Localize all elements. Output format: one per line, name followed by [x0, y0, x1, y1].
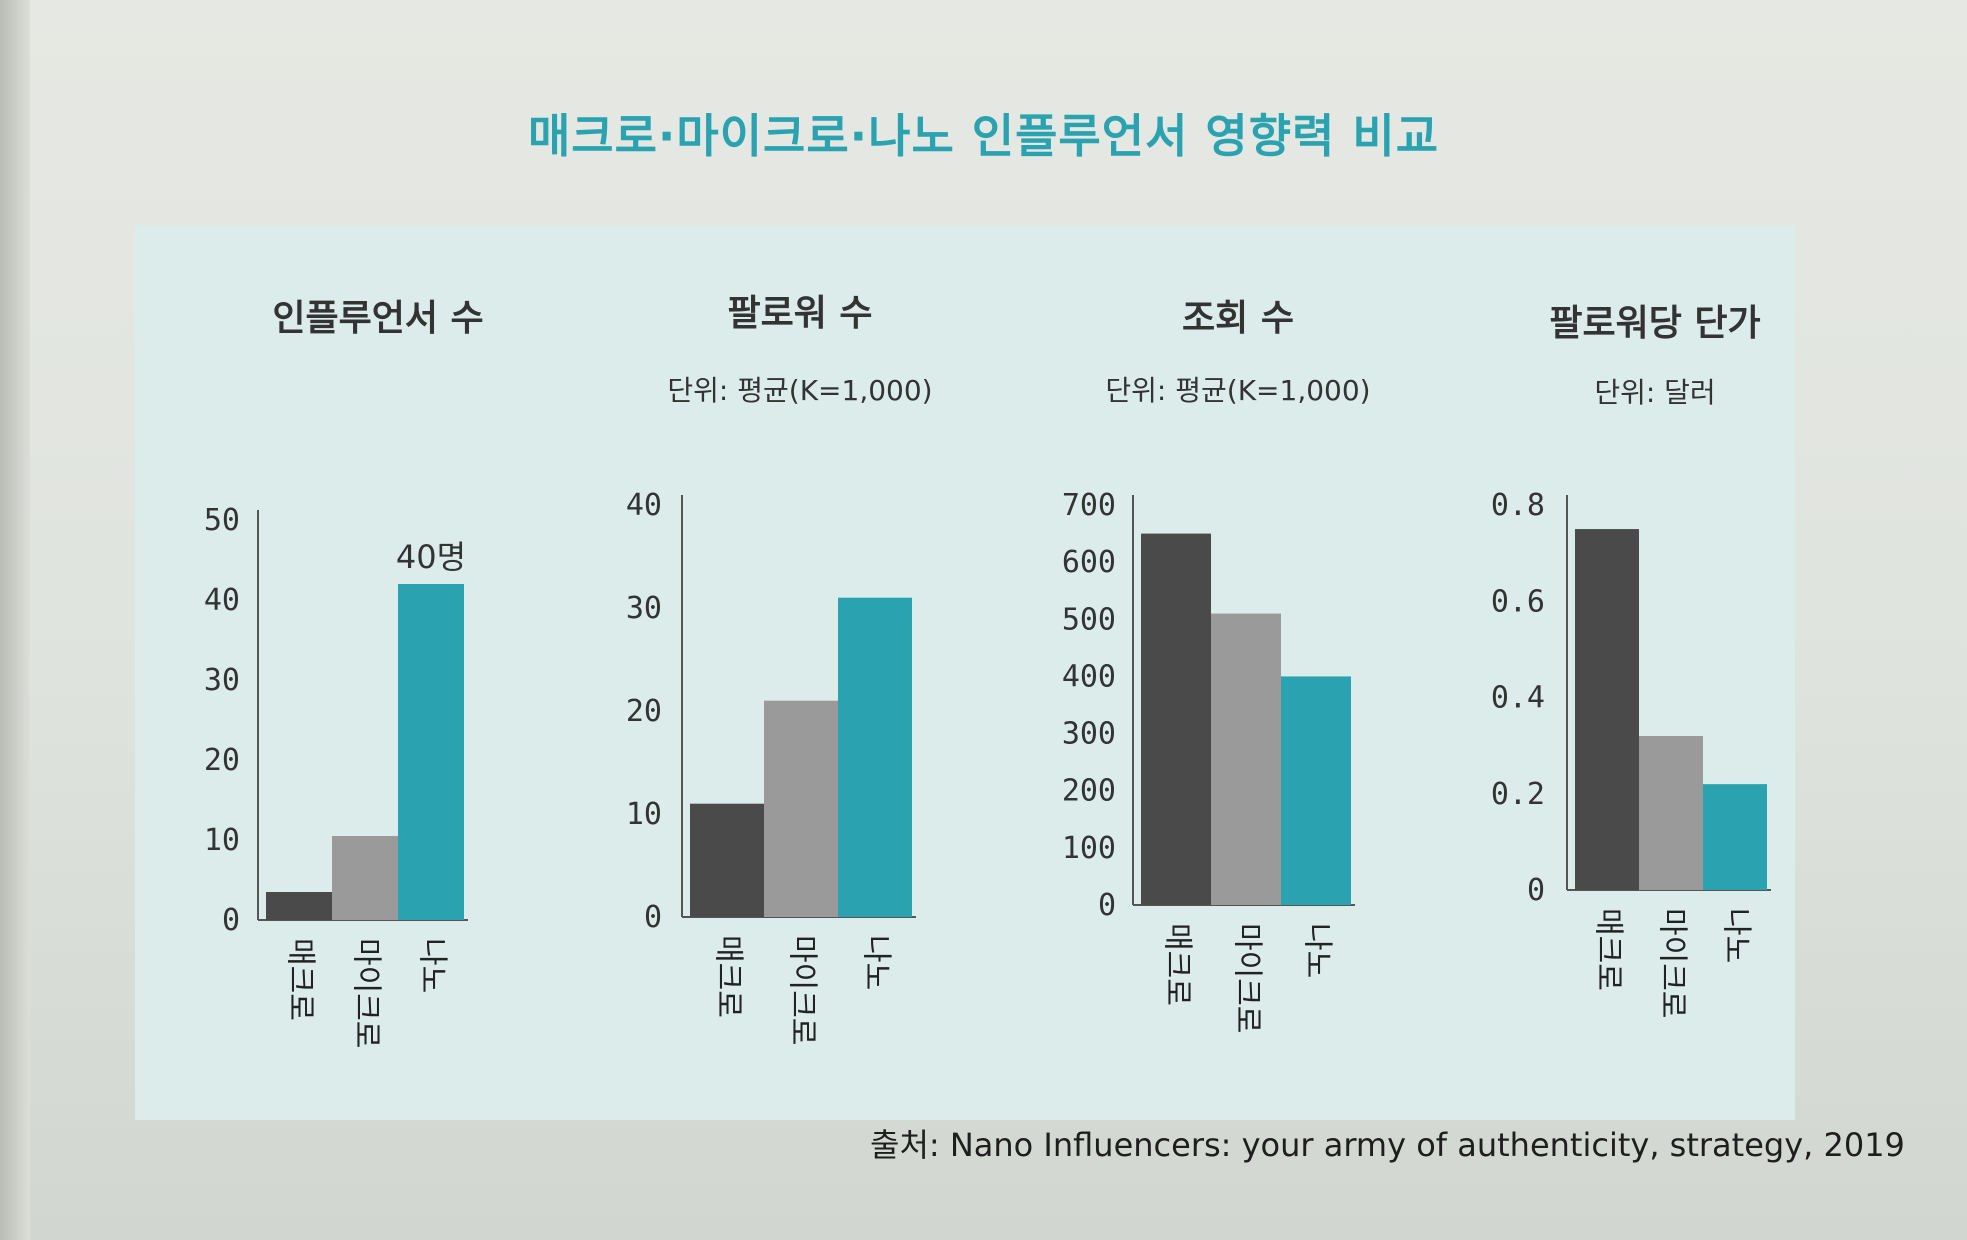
x-category-label: 매크로 — [711, 935, 746, 1018]
y-tick-label: 0.2 — [1491, 777, 1545, 812]
y-tick-label: 0.6 — [1491, 584, 1545, 619]
bar-nano — [1703, 784, 1767, 890]
y-tick-label: 0 — [1527, 873, 1545, 908]
y-tick-label: 10 — [204, 823, 240, 858]
source-caption: 출처: Nano Influencers: your army of authe… — [870, 1126, 1905, 1164]
y-tick-label: 10 — [626, 797, 662, 832]
chart-title: 팔로워당 단가 — [1549, 303, 1760, 344]
bar-nano — [838, 597, 912, 917]
y-tick-label: 200 — [1062, 774, 1116, 809]
x-category-label: 나노 — [859, 935, 894, 990]
y-tick-label: 0 — [644, 900, 662, 935]
y-tick-label: 30 — [204, 663, 240, 698]
chart-unit-label: 단위: 평균(K=1,000) — [667, 374, 932, 407]
y-tick-label: 40 — [204, 583, 240, 618]
bar-macro — [266, 892, 332, 920]
bar-macro — [690, 803, 764, 917]
y-tick-label: 40 — [626, 488, 662, 523]
chart-title: 인플루언서 수 — [272, 298, 483, 339]
y-tick-label: 300 — [1062, 717, 1116, 752]
x-category-label: 마이크로 — [1230, 923, 1265, 1033]
bar-macro — [1141, 533, 1211, 905]
bar-nano — [1281, 676, 1351, 905]
bar-micro — [1639, 736, 1703, 890]
x-category-label: 마이크로 — [349, 938, 384, 1048]
y-tick-label: 0 — [1098, 888, 1116, 923]
y-tick-label: 0.4 — [1491, 681, 1545, 716]
chart-title: 팔로워 수 — [727, 293, 872, 334]
x-category-label: 마이크로 — [1655, 908, 1690, 1018]
bar-nano — [398, 584, 464, 920]
y-tick-label: 600 — [1062, 545, 1116, 580]
x-category-label: 마이크로 — [785, 935, 820, 1045]
y-tick-label: 500 — [1062, 602, 1116, 637]
data-label: 40명 — [396, 538, 466, 576]
x-category-label: 나노 — [1300, 923, 1335, 978]
y-tick-label: 0 — [222, 903, 240, 938]
y-tick-label: 50 — [204, 503, 240, 538]
bar-micro — [332, 836, 398, 920]
y-tick-label: 400 — [1062, 659, 1116, 694]
chart-title: 조회 수 — [1182, 298, 1294, 339]
bar-micro — [764, 700, 838, 917]
y-tick-label: 700 — [1062, 488, 1116, 523]
bar-macro — [1575, 529, 1639, 890]
x-category-label: 나노 — [1719, 908, 1754, 963]
x-category-label: 매크로 — [283, 938, 318, 1021]
chart-unit-label: 단위: 달러 — [1594, 376, 1715, 409]
y-tick-label: 20 — [204, 743, 240, 778]
main-title: 매크로·마이크로·나노 인플루언서 영향력 비교 — [527, 109, 1440, 163]
x-category-label: 매크로 — [1591, 908, 1626, 991]
y-tick-label: 100 — [1062, 831, 1116, 866]
x-category-label: 매크로 — [1160, 923, 1195, 1006]
bar-micro — [1211, 613, 1281, 905]
book-spine-shadow — [0, 0, 30, 1240]
chart-unit-label: 단위: 평균(K=1,000) — [1105, 374, 1370, 407]
y-tick-label: 20 — [626, 694, 662, 729]
y-tick-label: 0.8 — [1491, 488, 1545, 523]
y-tick-label: 30 — [626, 591, 662, 626]
x-category-label: 나노 — [415, 938, 450, 993]
